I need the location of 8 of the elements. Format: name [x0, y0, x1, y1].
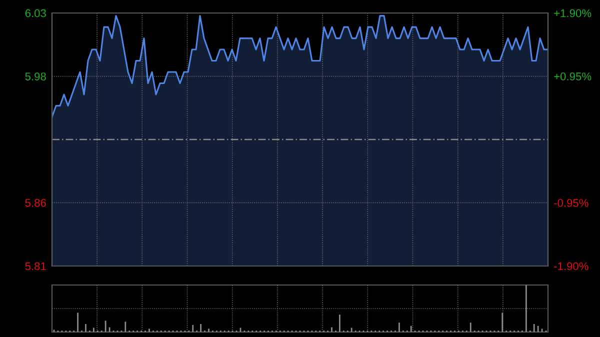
y2-tick-label: -0.95%: [554, 199, 588, 207]
y-tick-label: 5.81: [25, 262, 46, 270]
y-tick-label: 5.98: [25, 72, 46, 80]
y-tick-label: 6.03: [25, 9, 46, 18]
y2-tick-label: +1.90%: [554, 9, 592, 18]
y-tick-label: 5.86: [25, 198, 46, 207]
y2-tick-label: -1.90%: [554, 262, 588, 270]
y2-tick-label: +0.95%: [554, 72, 592, 80]
